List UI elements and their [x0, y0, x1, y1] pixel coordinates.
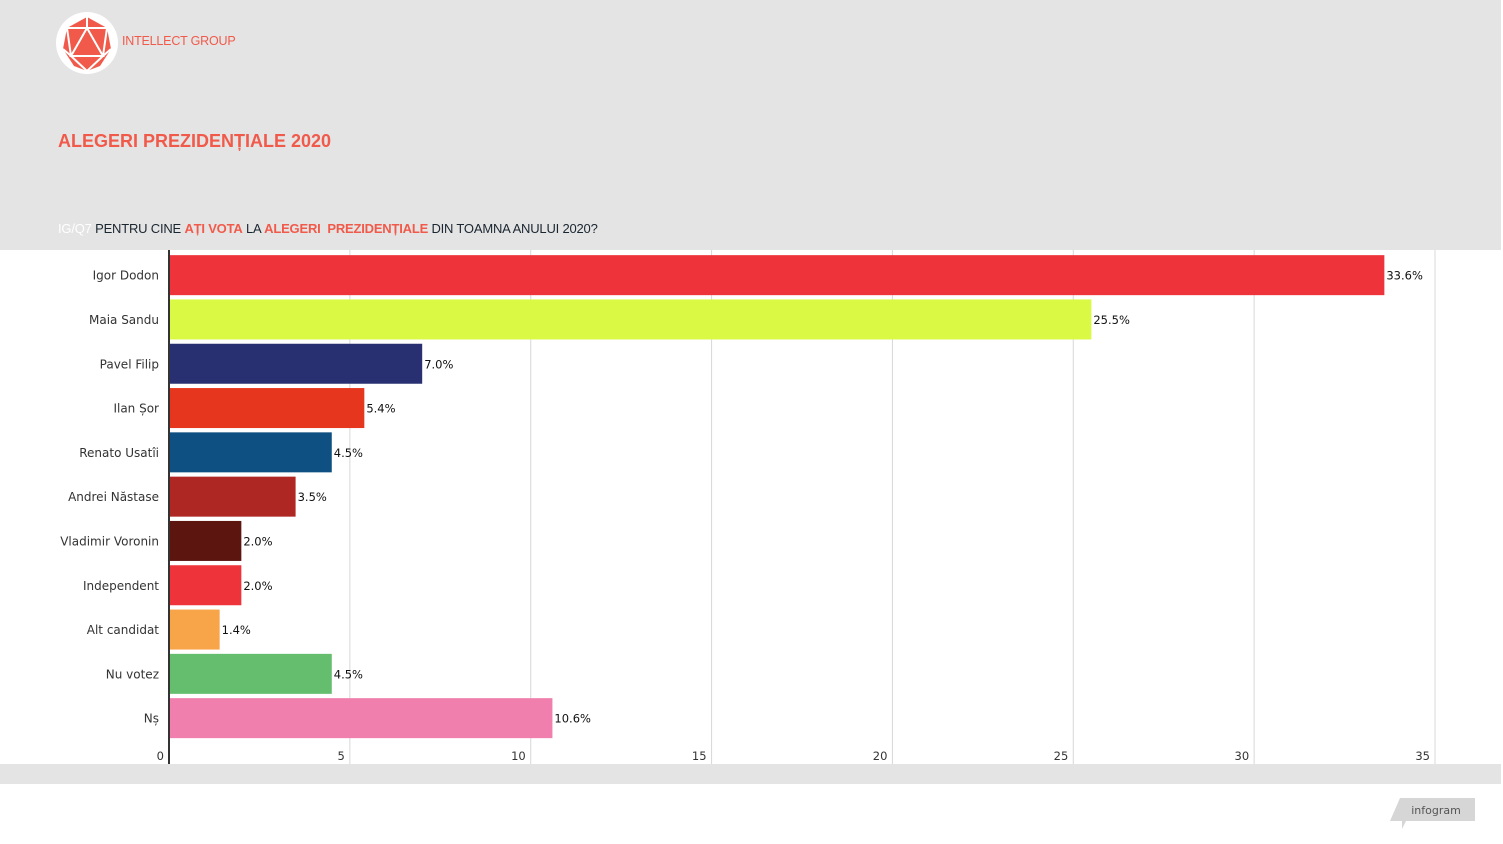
category-label: Pavel Filip	[100, 357, 159, 371]
page-title: ALEGERI PREZIDENȚIALE 2020	[58, 131, 332, 151]
badge-shape	[1390, 798, 1475, 829]
question-code: IG/Q7	[58, 221, 92, 236]
subtitle-highlight: AȚI VOTA	[184, 221, 243, 236]
x-tick-label: 10	[511, 749, 526, 763]
data-label: 4.5%	[334, 667, 363, 681]
category-label: Independent	[83, 579, 159, 593]
infogram-label: infogram	[1411, 804, 1461, 817]
category-label: Nu votez	[106, 667, 159, 681]
category-label: Alt candidat	[87, 623, 160, 637]
header-panel: INTELLECT GROUP ALEGERI PREZIDENȚIALE 20…	[0, 0, 1501, 250]
data-label: 33.6%	[1386, 269, 1423, 283]
subtitle-highlight: ALEGERI PREZIDENȚIALE	[264, 221, 429, 236]
x-tick-label: 15	[692, 749, 707, 763]
bar	[169, 476, 296, 517]
subtitle-text: DIN TOAMNA ANULUI 2020?	[428, 221, 598, 236]
x-tick-label: 35	[1415, 749, 1430, 763]
category-label: Vladimir Voronin	[60, 534, 159, 548]
icosahedron-logo-icon	[56, 12, 118, 74]
bar	[169, 343, 423, 384]
x-tick-label: 5	[338, 749, 345, 763]
data-label: 2.0%	[243, 534, 272, 548]
bar	[169, 565, 242, 606]
category-label: Maia Sandu	[89, 313, 159, 327]
data-label: 10.6%	[554, 712, 591, 726]
data-label: 25.5%	[1093, 313, 1130, 327]
data-label: 3.5%	[298, 490, 327, 504]
bar	[169, 698, 553, 739]
bar	[169, 255, 1385, 296]
data-label: 5.4%	[366, 402, 395, 416]
bar-chart: 33.6% Igor Dodon 25.5% Maia Sandu 7.0% Pavel …	[60, 250, 1436, 764]
chart-area: 33.6% Igor Dodon 25.5% Maia Sandu 7.0% Pavel …	[0, 250, 1501, 764]
data-label: 2.0%	[243, 579, 272, 593]
category-label: Andrei Năstase	[68, 490, 159, 504]
data-label: 7.0%	[424, 357, 453, 371]
bar	[169, 299, 1092, 340]
bar	[169, 432, 332, 473]
data-label: 1.4%	[222, 623, 251, 637]
data-label: 4.5%	[334, 446, 363, 460]
category-label: Igor Dodon	[93, 269, 159, 283]
category-label: Nș	[144, 712, 159, 726]
category-label: Ilan Șor	[113, 402, 159, 416]
bar	[169, 653, 332, 694]
bar	[169, 609, 220, 650]
x-tick-label: 20	[873, 749, 888, 763]
x-tick-label: 25	[1054, 749, 1069, 763]
chart-subtitle: IG/Q7 PENTRU CINE AȚI VOTA LA ALEGERI PR…	[58, 221, 598, 236]
x-tick-label: 0	[157, 749, 164, 763]
x-tick-label: 30	[1235, 749, 1250, 763]
bar	[169, 520, 242, 561]
subtitle-text: LA	[242, 221, 265, 236]
category-label: Renato Usatîi	[79, 446, 159, 460]
subtitle-text: PENTRU CINE	[91, 221, 185, 236]
infogram-badge[interactable]: infogram	[1390, 798, 1475, 830]
footer-band	[0, 764, 1501, 784]
brand-name: INTELLECT GROUP	[122, 34, 236, 48]
bar	[169, 388, 365, 429]
